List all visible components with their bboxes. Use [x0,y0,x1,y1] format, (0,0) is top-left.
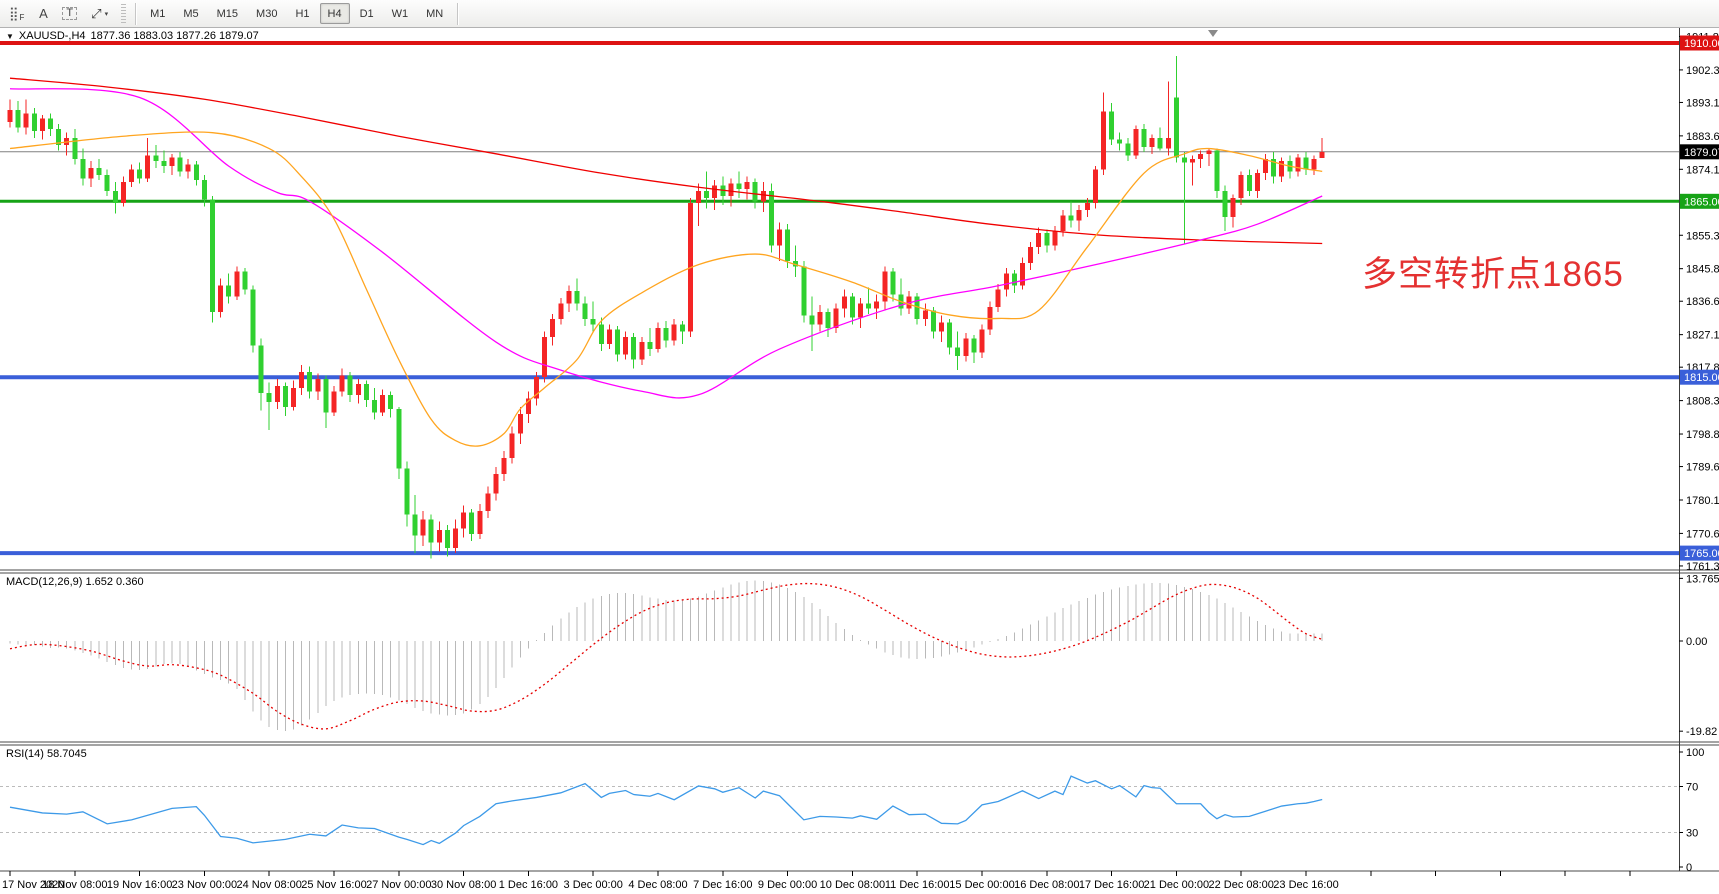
svg-text:30: 30 [1686,828,1698,840]
toolbar-separator [135,2,137,25]
svg-text:1770.60: 1770.60 [1686,528,1719,540]
timeframe-button-m30[interactable]: M30 [248,3,285,24]
svg-text:24 Nov 08:00: 24 Nov 08:00 [236,879,301,891]
svg-text:22 Dec 08:00: 22 Dec 08:00 [1208,879,1273,891]
price-badge-1865.00: 1865.00 [1680,193,1719,209]
svg-text:13.765: 13.765 [1686,573,1719,585]
ma-orange [9,131,1323,447]
pane-separators [0,569,1719,872]
svg-text:1879.07: 1879.07 [1684,147,1719,159]
svg-text:23 Dec 16:00: 23 Dec 16:00 [1273,879,1338,891]
ma-magenta [9,88,1323,399]
rsi-line [9,775,1323,846]
timeframe-toolbar: M1 M5 M15 M30 H1 H4 D1 W1 MN [141,3,452,24]
svg-text:19 Nov 16:00: 19 Nov 16:00 [107,879,172,891]
collapse-arrow-icon[interactable]: ▼ [6,31,14,41]
svg-text:100: 100 [1686,747,1704,759]
timeframe-button-h4[interactable]: H4 [319,3,350,24]
toolbar-separator-2 [457,2,459,25]
ma-red [9,77,1323,245]
symbol-ohlc: 1877.36 1883.03 1877.26 1879.07 [90,30,259,42]
svg-text:7 Dec 16:00: 7 Dec 16:00 [693,879,752,891]
svg-text:25 Nov 16:00: 25 Nov 16:00 [301,879,366,891]
svg-text:1 Dec 16:00: 1 Dec 16:00 [499,879,558,891]
timeframe-button-m5[interactable]: M5 [175,3,206,24]
svg-text:1893.10: 1893.10 [1686,97,1719,109]
timeframe-button-w1[interactable]: W1 [384,3,417,24]
svg-text:15 Dec 00:00: 15 Dec 00:00 [949,879,1014,891]
svg-text:1765.00: 1765.00 [1684,548,1719,560]
svg-text:27 Nov 00:00: 27 Nov 00:00 [366,879,431,891]
chart-shift-marker[interactable] [1208,30,1218,37]
svg-text:18 Nov 08:00: 18 Nov 08:00 [42,879,107,891]
svg-text:30 Nov 08:00: 30 Nov 08:00 [431,879,496,891]
text-box-icon[interactable]: T [56,3,83,24]
svg-text:1836.60: 1836.60 [1686,296,1719,308]
timeframe-button-d1[interactable]: D1 [352,3,382,24]
svg-text:1789.60: 1789.60 [1686,462,1719,474]
price-badge-1765.00: 1765.00 [1680,545,1719,561]
svg-text:1845.85: 1845.85 [1686,264,1719,276]
svg-text:21 Dec 00:00: 21 Dec 00:00 [1144,879,1209,891]
toolbar-drag-handle[interactable] [121,3,127,24]
drawing-tools-group: ⣿ F A T ⤢ ▾ [2,3,115,24]
chart-text-annotation[interactable]: 多空转折点1865 [1362,255,1624,294]
toolbar: ⣿ F A T ⤢ ▾ M1 M5 M15 M30 H1 H4 D1 W1 MN [0,0,1719,28]
svg-text:11 Dec 16:00: 11 Dec 16:00 [885,879,950,891]
symbol-name: XAUUSD-,H4 [18,30,86,42]
svg-text:-19.82: -19.82 [1686,726,1717,738]
svg-text:10 Dec 08:00: 10 Dec 08:00 [820,879,885,891]
svg-text:1761.35: 1761.35 [1686,561,1719,573]
svg-text:0.00: 0.00 [1686,636,1707,648]
timeframe-button-mn[interactable]: MN [418,3,451,24]
svg-text:17 Nov 2020: 17 Nov 2020 [2,879,64,891]
svg-text:9 Dec 00:00: 9 Dec 00:00 [758,879,817,891]
svg-text:1798.85: 1798.85 [1686,429,1719,441]
svg-text:23 Nov 00:00: 23 Nov 00:00 [172,879,237,891]
svg-text:16 Dec 08:00: 16 Dec 08:00 [1014,879,1079,891]
arrow-tools-icon[interactable]: ⤢ ▾ [85,3,114,24]
macd-signal-line [9,582,1323,730]
svg-text:17 Dec 16:00: 17 Dec 16:00 [1079,879,1144,891]
templates-grid-icon[interactable]: ⣿ F [3,3,30,24]
macd-pane [9,580,1323,732]
svg-text:1874.10: 1874.10 [1686,164,1719,176]
svg-text:0: 0 [1686,862,1692,874]
price-badge-1879.07: 1879.07 [1680,144,1719,160]
svg-text:1827.10: 1827.10 [1686,330,1719,342]
svg-text:3 Dec 00:00: 3 Dec 00:00 [564,879,623,891]
macd-axis[interactable]: 13.765 0.00 -19.82 [1679,573,1719,738]
svg-text:1815.00: 1815.00 [1684,372,1719,384]
candlestick-layer [7,56,1325,559]
svg-text:1808.35: 1808.35 [1686,396,1719,408]
svg-text:1855.35: 1855.35 [1686,230,1719,242]
rsi-grid [0,786,1679,833]
macd-indicator-label: MACD(12,26,9) 1.652 0.360 [6,576,144,588]
svg-text:1865.00: 1865.00 [1684,196,1719,208]
timeframe-button-m15[interactable]: M15 [209,3,246,24]
svg-text:1883.60: 1883.60 [1686,131,1719,143]
svg-text:4 Dec 08:00: 4 Dec 08:00 [628,879,687,891]
symbol-title: ▼ XAUUSD-,H4 1877.36 1883.03 1877.26 187… [6,30,259,42]
price-badge-1910.00: 1910.00 [1680,35,1719,51]
timeframe-button-h1[interactable]: H1 [287,3,317,24]
price-badge-1815.00: 1815.00 [1680,369,1719,385]
svg-text:1780.10: 1780.10 [1686,495,1719,507]
timeframe-button-m1[interactable]: M1 [142,3,173,24]
text-label-icon[interactable]: A [32,3,54,24]
svg-text:70: 70 [1686,782,1698,794]
svg-text:1902.35: 1902.35 [1686,65,1719,77]
svg-text:1910.00: 1910.00 [1684,38,1719,50]
rsi-indicator-label: RSI(14) 58.7045 [6,748,87,760]
rsi-axis[interactable]: 100 70 30 0 [1679,747,1704,874]
